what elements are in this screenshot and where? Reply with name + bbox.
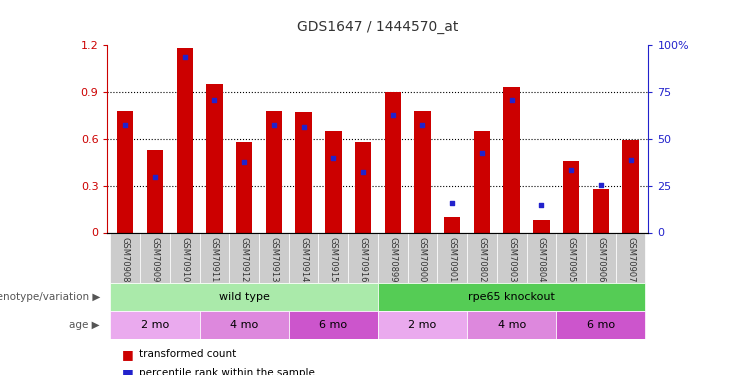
Bar [325, 131, 342, 232]
Point [416, 122, 428, 128]
Text: GSM70912: GSM70912 [239, 237, 249, 282]
Bar [348, 232, 378, 283]
Point [505, 98, 517, 104]
Bar [110, 311, 199, 339]
Text: percentile rank within the sample: percentile rank within the sample [139, 368, 314, 375]
Bar [467, 311, 556, 339]
Text: 2 mo: 2 mo [408, 320, 436, 330]
Bar [110, 283, 378, 311]
Bar [473, 131, 490, 232]
Bar [622, 140, 639, 232]
Bar [378, 311, 467, 339]
Text: GSM70804: GSM70804 [537, 237, 546, 282]
Bar [296, 112, 312, 232]
Bar [355, 142, 371, 232]
Text: GSM70906: GSM70906 [597, 237, 605, 282]
Text: rpe65 knockout: rpe65 knockout [468, 292, 555, 302]
Point [387, 112, 399, 118]
Text: GSM70910: GSM70910 [180, 237, 189, 282]
Text: ■: ■ [122, 348, 138, 361]
Bar [117, 111, 133, 232]
Bar [408, 232, 437, 283]
Point [149, 174, 161, 180]
Point [476, 150, 488, 156]
Bar [496, 232, 527, 283]
Bar [378, 232, 408, 283]
Text: 4 mo: 4 mo [497, 320, 526, 330]
Text: GSM70899: GSM70899 [388, 237, 397, 282]
Bar [236, 142, 253, 232]
Point [268, 122, 280, 128]
Bar [556, 311, 645, 339]
Text: GSM70903: GSM70903 [507, 237, 516, 282]
Bar [176, 48, 193, 232]
Point [595, 182, 607, 188]
Text: GSM70909: GSM70909 [150, 237, 159, 282]
Text: GSM70901: GSM70901 [448, 237, 456, 282]
Text: GSM70907: GSM70907 [626, 237, 635, 282]
Text: wild type: wild type [219, 292, 270, 302]
Bar [414, 111, 431, 232]
Text: GSM70913: GSM70913 [270, 237, 279, 282]
Point [328, 155, 339, 161]
Bar [586, 232, 616, 283]
Bar [593, 189, 609, 232]
Point [298, 124, 310, 130]
Bar [140, 232, 170, 283]
Bar [199, 232, 229, 283]
Text: GSM70914: GSM70914 [299, 237, 308, 282]
Point [179, 54, 190, 60]
Bar [289, 232, 319, 283]
Bar [170, 232, 199, 283]
Text: GSM70900: GSM70900 [418, 237, 427, 282]
Text: GSM70905: GSM70905 [567, 237, 576, 282]
Bar [199, 311, 289, 339]
Text: 6 mo: 6 mo [319, 320, 348, 330]
Bar [110, 232, 140, 283]
Bar [527, 232, 556, 283]
Point [625, 158, 637, 164]
Bar [556, 232, 586, 283]
Text: genotype/variation ▶: genotype/variation ▶ [0, 292, 100, 302]
Bar [259, 232, 289, 283]
Text: GSM70911: GSM70911 [210, 237, 219, 282]
Point [357, 169, 369, 175]
Bar [534, 220, 550, 232]
Point [119, 122, 131, 128]
Text: 2 mo: 2 mo [141, 320, 169, 330]
Bar [206, 84, 222, 232]
Point [565, 166, 577, 172]
Text: 4 mo: 4 mo [230, 320, 259, 330]
Text: GSM70915: GSM70915 [329, 237, 338, 282]
Bar [289, 311, 378, 339]
Text: GSM70908: GSM70908 [121, 237, 130, 282]
Point [208, 98, 220, 104]
Bar [503, 87, 520, 232]
Text: GSM70916: GSM70916 [359, 237, 368, 282]
Bar [444, 217, 460, 232]
Bar [147, 150, 163, 232]
Text: age ▶: age ▶ [70, 320, 100, 330]
Text: transformed count: transformed count [139, 350, 236, 359]
Bar [319, 232, 348, 283]
Bar [563, 160, 579, 232]
Bar [266, 111, 282, 232]
Point [446, 200, 458, 206]
Bar [378, 283, 645, 311]
Text: 6 mo: 6 mo [587, 320, 615, 330]
Text: GDS1647 / 1444570_at: GDS1647 / 1444570_at [297, 20, 459, 34]
Bar [467, 232, 496, 283]
Bar [385, 92, 401, 232]
Point [536, 202, 548, 208]
Bar [229, 232, 259, 283]
Bar [437, 232, 467, 283]
Point [239, 159, 250, 165]
Bar [616, 232, 645, 283]
Text: GSM70802: GSM70802 [477, 237, 486, 282]
Text: ■: ■ [122, 367, 138, 375]
